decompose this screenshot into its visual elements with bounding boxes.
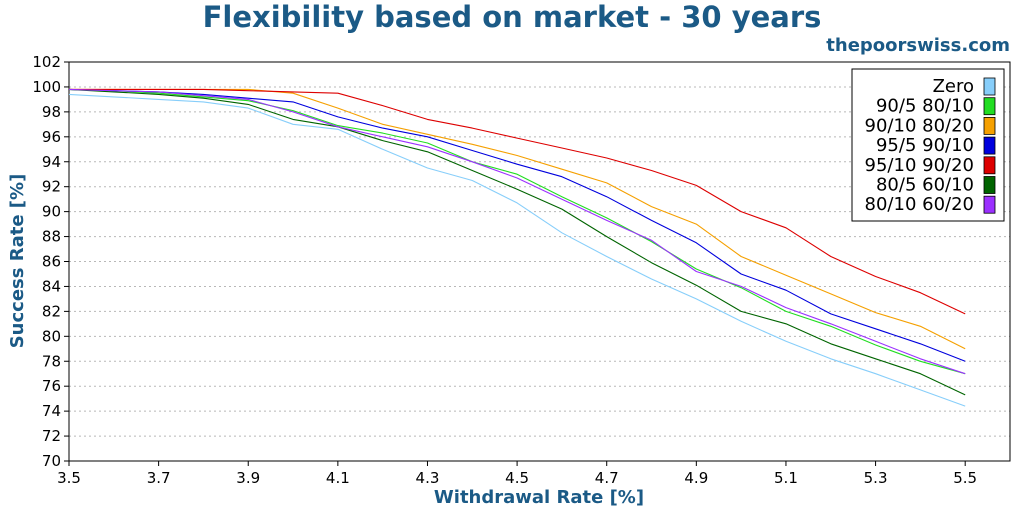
series-line [68,88,966,362]
legend-swatch [983,117,996,135]
y-tick-label: 94 [42,153,61,171]
legend-box [851,68,1005,222]
y-tick-label: 72 [42,427,61,445]
legend-label: 80/10 60/20 [865,194,974,215]
y-tick-label: 100 [32,78,61,96]
series-line [68,93,966,407]
x-tick-label: 3.7 [147,469,171,487]
y-tick-label: 76 [42,377,61,395]
y-tick-label: 74 [42,402,61,420]
legend-swatch [983,77,996,96]
y-tick-label: 78 [42,352,61,370]
legend-label: 90/10 80/20 [865,115,974,136]
series-lines [68,88,966,407]
x-tick-label: 4.7 [595,469,619,487]
legend-label: 95/10 90/20 [865,155,974,176]
x-tick-label: 4.1 [326,469,350,487]
series-line [69,88,966,350]
legend-label: 90/5 80/10 [876,96,974,117]
series-line [68,88,966,396]
y-tick-label: 86 [42,253,61,271]
y-tick-label: 80 [42,327,61,345]
legend-label: 95/5 90/10 [876,135,974,156]
series-line [69,88,966,315]
y-tick-label: 98 [42,103,61,121]
y-tick-label: 90 [42,203,61,221]
y-tick-label: 84 [42,277,61,295]
y-tick-label: 82 [42,302,61,320]
y-tick-label: 96 [42,128,61,146]
y-tick-label: 102 [32,53,61,71]
y-axis-title: Success Rate [%] [7,174,28,349]
legend-swatch [983,97,996,116]
x-tick-label: 3.9 [236,469,260,487]
gridlines [69,86,1010,437]
axis-ticks: 70 72 74 76 78 80 82 84 86 88 90 92 94 96 98 100 102 3.5 3… [32,53,977,487]
legend-swatch [983,176,996,194]
series-line [68,88,966,375]
y-tick-label: 88 [42,228,61,246]
x-tick-label: 5.3 [864,469,888,487]
legend-swatch [983,195,996,214]
legend-label: Zero [933,76,974,97]
y-tick-label: 70 [42,452,61,470]
x-tick-label: 3.5 [57,469,81,487]
x-axis-title: Withdrawal Rate [%] [434,487,644,508]
legend-swatch [983,156,996,175]
y-tick-label: 92 [42,178,61,196]
chart-title: Flexibility based on market - 30 years [202,0,822,34]
x-tick-label: 5.5 [953,469,977,487]
legend-swatch [983,136,996,155]
series-line [68,88,966,375]
site-watermark: thepoorswiss.com [826,35,1010,56]
legend-label: 80/5 60/10 [876,175,974,196]
x-tick-label: 5.1 [774,469,798,487]
x-tick-label: 4.3 [416,469,440,487]
x-tick-label: 4.9 [684,469,708,487]
x-tick-label: 4.5 [505,469,529,487]
